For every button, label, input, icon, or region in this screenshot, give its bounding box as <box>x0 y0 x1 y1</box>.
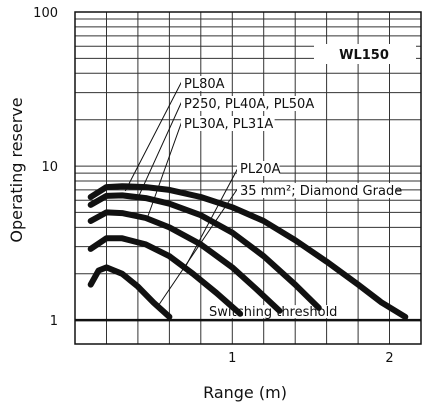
y-axis-label: Operating reserve <box>7 97 26 242</box>
y-tick-label: 100 <box>33 6 58 21</box>
plot-border <box>74 11 422 345</box>
plot-frame <box>74 11 422 345</box>
callout-bg-2 <box>181 96 319 111</box>
callout-bg-1 <box>181 76 224 91</box>
callout-bg-3 <box>181 116 275 131</box>
series-line-4 <box>87 235 244 317</box>
callout-label-5: 35 mm²; Diamond Grade <box>240 184 402 199</box>
x-tick-label: 1 <box>228 351 236 366</box>
callout-leader-2 <box>137 100 183 199</box>
tick-labels: 1 2 1 10 100 <box>33 6 393 366</box>
callout-label-1: PL80A <box>184 77 225 92</box>
y-tick-label: 1 <box>50 314 58 329</box>
callout-leader-3 <box>146 120 183 219</box>
switching-threshold: Switching threshold <box>75 305 421 322</box>
x-tick-label: 2 <box>385 351 393 366</box>
callout-label-2: P250, PL40A, PL50A <box>184 97 314 112</box>
y-tick-label: 10 <box>41 160 58 175</box>
callout-label-4: PL20A <box>240 162 281 177</box>
series-line-1 <box>87 183 409 320</box>
series-group <box>87 183 409 320</box>
badge: WL150 <box>314 44 416 64</box>
callout-bg-4 <box>237 161 280 176</box>
callouts: PL80A P250, PL40A, PL50A PL30A, PL31A PL20A… <box>124 76 402 309</box>
badge-label: WL150 <box>339 48 389 63</box>
callout-label-3: PL30A, PL31A <box>184 117 273 132</box>
series-line-2 <box>87 192 322 311</box>
x-axis-label: Range (m) <box>203 383 287 402</box>
callout-leader-5 <box>156 187 239 309</box>
series-line-5 <box>87 264 173 320</box>
callout-leader-4 <box>184 167 239 268</box>
callout-bg-5 <box>237 183 397 198</box>
callout-leader-1 <box>124 80 183 192</box>
badge-box <box>314 44 416 64</box>
series-line-3 <box>87 209 283 314</box>
